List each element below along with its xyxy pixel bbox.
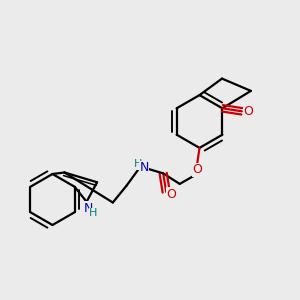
Text: O: O [167,188,176,201]
Text: O: O [192,163,202,176]
Text: H: H [89,208,98,218]
Text: O: O [244,105,254,118]
Text: N: N [139,161,149,175]
Text: N: N [84,202,93,215]
Text: H: H [134,159,142,170]
